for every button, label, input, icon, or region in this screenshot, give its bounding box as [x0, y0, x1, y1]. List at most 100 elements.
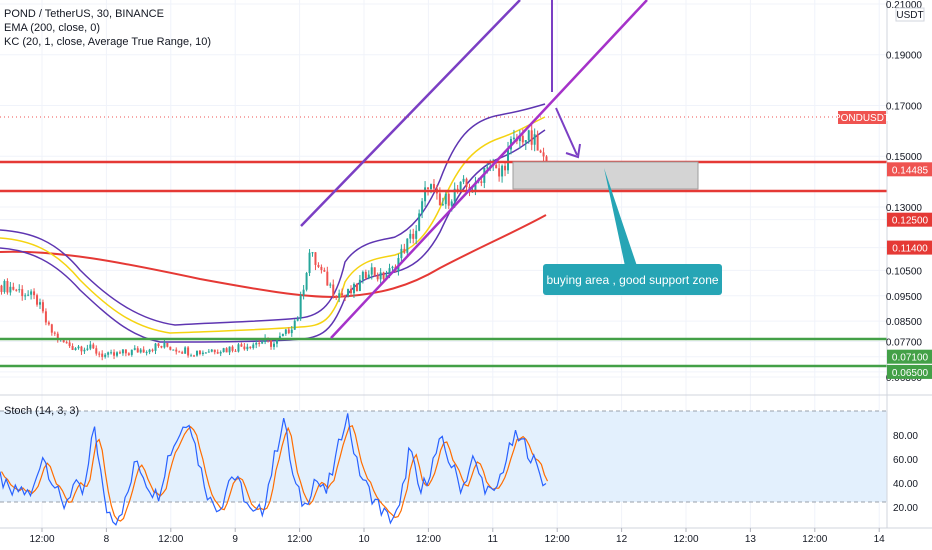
time-tick-label: 12:00: [416, 534, 441, 545]
candle-body: [219, 351, 222, 354]
level-tag-label: 0.06500: [892, 368, 929, 379]
price-tick-label: 0.08500: [886, 317, 923, 328]
candle-body: [3, 281, 6, 292]
candle-body: [293, 320, 296, 330]
level-tag-box: [887, 349, 932, 364]
candle-body: [74, 348, 77, 351]
candle-body: [136, 348, 139, 353]
ticker-tag-label: PONDUSDT: [834, 113, 890, 124]
stoch-tick-label: 60.00: [893, 455, 918, 466]
stoch-axis[interactable]: 80.00 60.00 40.00 20.00: [893, 431, 918, 514]
candle-body: [486, 167, 489, 169]
candle-body: [0, 285, 3, 292]
candle-body: [228, 346, 231, 353]
candle-body: [169, 346, 172, 350]
candle-body: [62, 338, 65, 343]
candle-body: [95, 348, 98, 354]
candle-body: [92, 344, 95, 349]
candle-body: [400, 248, 403, 259]
candle-body: [278, 336, 281, 340]
candle-body: [68, 342, 71, 347]
candle-body: [107, 352, 110, 355]
candle-body: [527, 130, 530, 141]
candle-body: [536, 134, 539, 151]
candle-body: [240, 344, 243, 347]
currency-label-box: [895, 7, 925, 22]
candle-body: [145, 352, 148, 354]
ticker-tag: PONDUSDT: [834, 111, 890, 124]
candle-body: [421, 201, 424, 214]
candle-body: [56, 333, 59, 341]
candle-body: [44, 311, 47, 323]
stoch-tick-label: 20.00: [893, 503, 918, 514]
price-tick-label: 0.19000: [886, 51, 923, 62]
candle-body: [501, 165, 504, 177]
candle-body: [163, 343, 166, 348]
price-tick-label: 0.15000: [886, 152, 923, 163]
time-tick-label: 12:00: [545, 534, 570, 545]
time-tick-label: 10: [358, 534, 370, 545]
price-axis[interactable]: 0.21000 0.19000 0.17000 0.15000 0.13000 0.105…: [886, 0, 923, 384]
time-tick-label: 12:00: [673, 534, 698, 545]
candle-body: [21, 289, 24, 297]
candle-body: [30, 291, 33, 295]
candle-body: [456, 188, 459, 191]
buying-area-callout: buying area , good support zone: [543, 264, 722, 295]
legend-stoch[interactable]: Stoch (14, 3, 3): [4, 405, 80, 417]
time-axis[interactable]: 12:00 8 12:00 9 12:00 10 12:00 11 12:00 12 12:00 13…: [29, 528, 885, 545]
candle-body: [350, 288, 353, 294]
candle-body: [364, 271, 367, 279]
time-tick-label: 12:00: [802, 534, 827, 545]
candle-body: [6, 281, 9, 293]
price-tick-label: 0.21000: [886, 0, 923, 11]
candle-body: [198, 350, 201, 355]
candle-body: [444, 193, 447, 205]
candle-body: [521, 135, 524, 143]
candle-body: [41, 302, 44, 312]
candle-body: [290, 329, 293, 334]
kc-lower-line: [0, 129, 546, 343]
candle-body: [71, 346, 74, 351]
candle-body: [225, 348, 228, 353]
candle-body: [465, 178, 468, 187]
candle-body: [542, 152, 545, 157]
candle-body: [121, 349, 124, 354]
buying-area-box: [512, 161, 699, 190]
legend-symbol[interactable]: POND / TetherUS, 30, BINANCE: [4, 8, 164, 20]
candle-body: [344, 295, 347, 297]
legend-ema[interactable]: EMA (200, close, 0): [4, 22, 100, 34]
candle-body: [287, 329, 290, 334]
candle-body: [406, 238, 409, 253]
candle-body: [181, 352, 184, 354]
candle-body: [391, 266, 394, 269]
candle-body: [441, 204, 444, 206]
candle-body: [329, 284, 332, 286]
candle-body: [270, 339, 273, 347]
candle-body: [204, 352, 207, 354]
candle-body: [118, 352, 121, 354]
candle-body: [195, 350, 198, 356]
candle-body: [403, 248, 406, 253]
candle-body: [314, 252, 317, 265]
candle-body: [116, 352, 119, 356]
legend-kc[interactable]: KC (20, 1, close, Average True Range, 10…: [4, 36, 212, 48]
candle-body: [104, 354, 107, 357]
candle-body: [89, 344, 92, 349]
candle-body: [409, 233, 412, 239]
candle-body: [36, 295, 39, 305]
candle-body: [65, 342, 68, 344]
candle-body: [498, 168, 501, 177]
candle-body: [113, 352, 116, 356]
candle-body: [370, 267, 373, 275]
candle-body: [308, 252, 311, 274]
candlestick-series: [0, 122, 548, 361]
candle-body: [124, 349, 127, 354]
candle-body: [415, 230, 418, 239]
ema-200-line: [0, 214, 547, 299]
price-tick-label: 0.17000: [886, 101, 923, 112]
candle-body: [193, 355, 196, 357]
candle-body: [367, 274, 370, 279]
candle-body: [530, 130, 533, 145]
time-tick-label: 8: [104, 534, 110, 545]
